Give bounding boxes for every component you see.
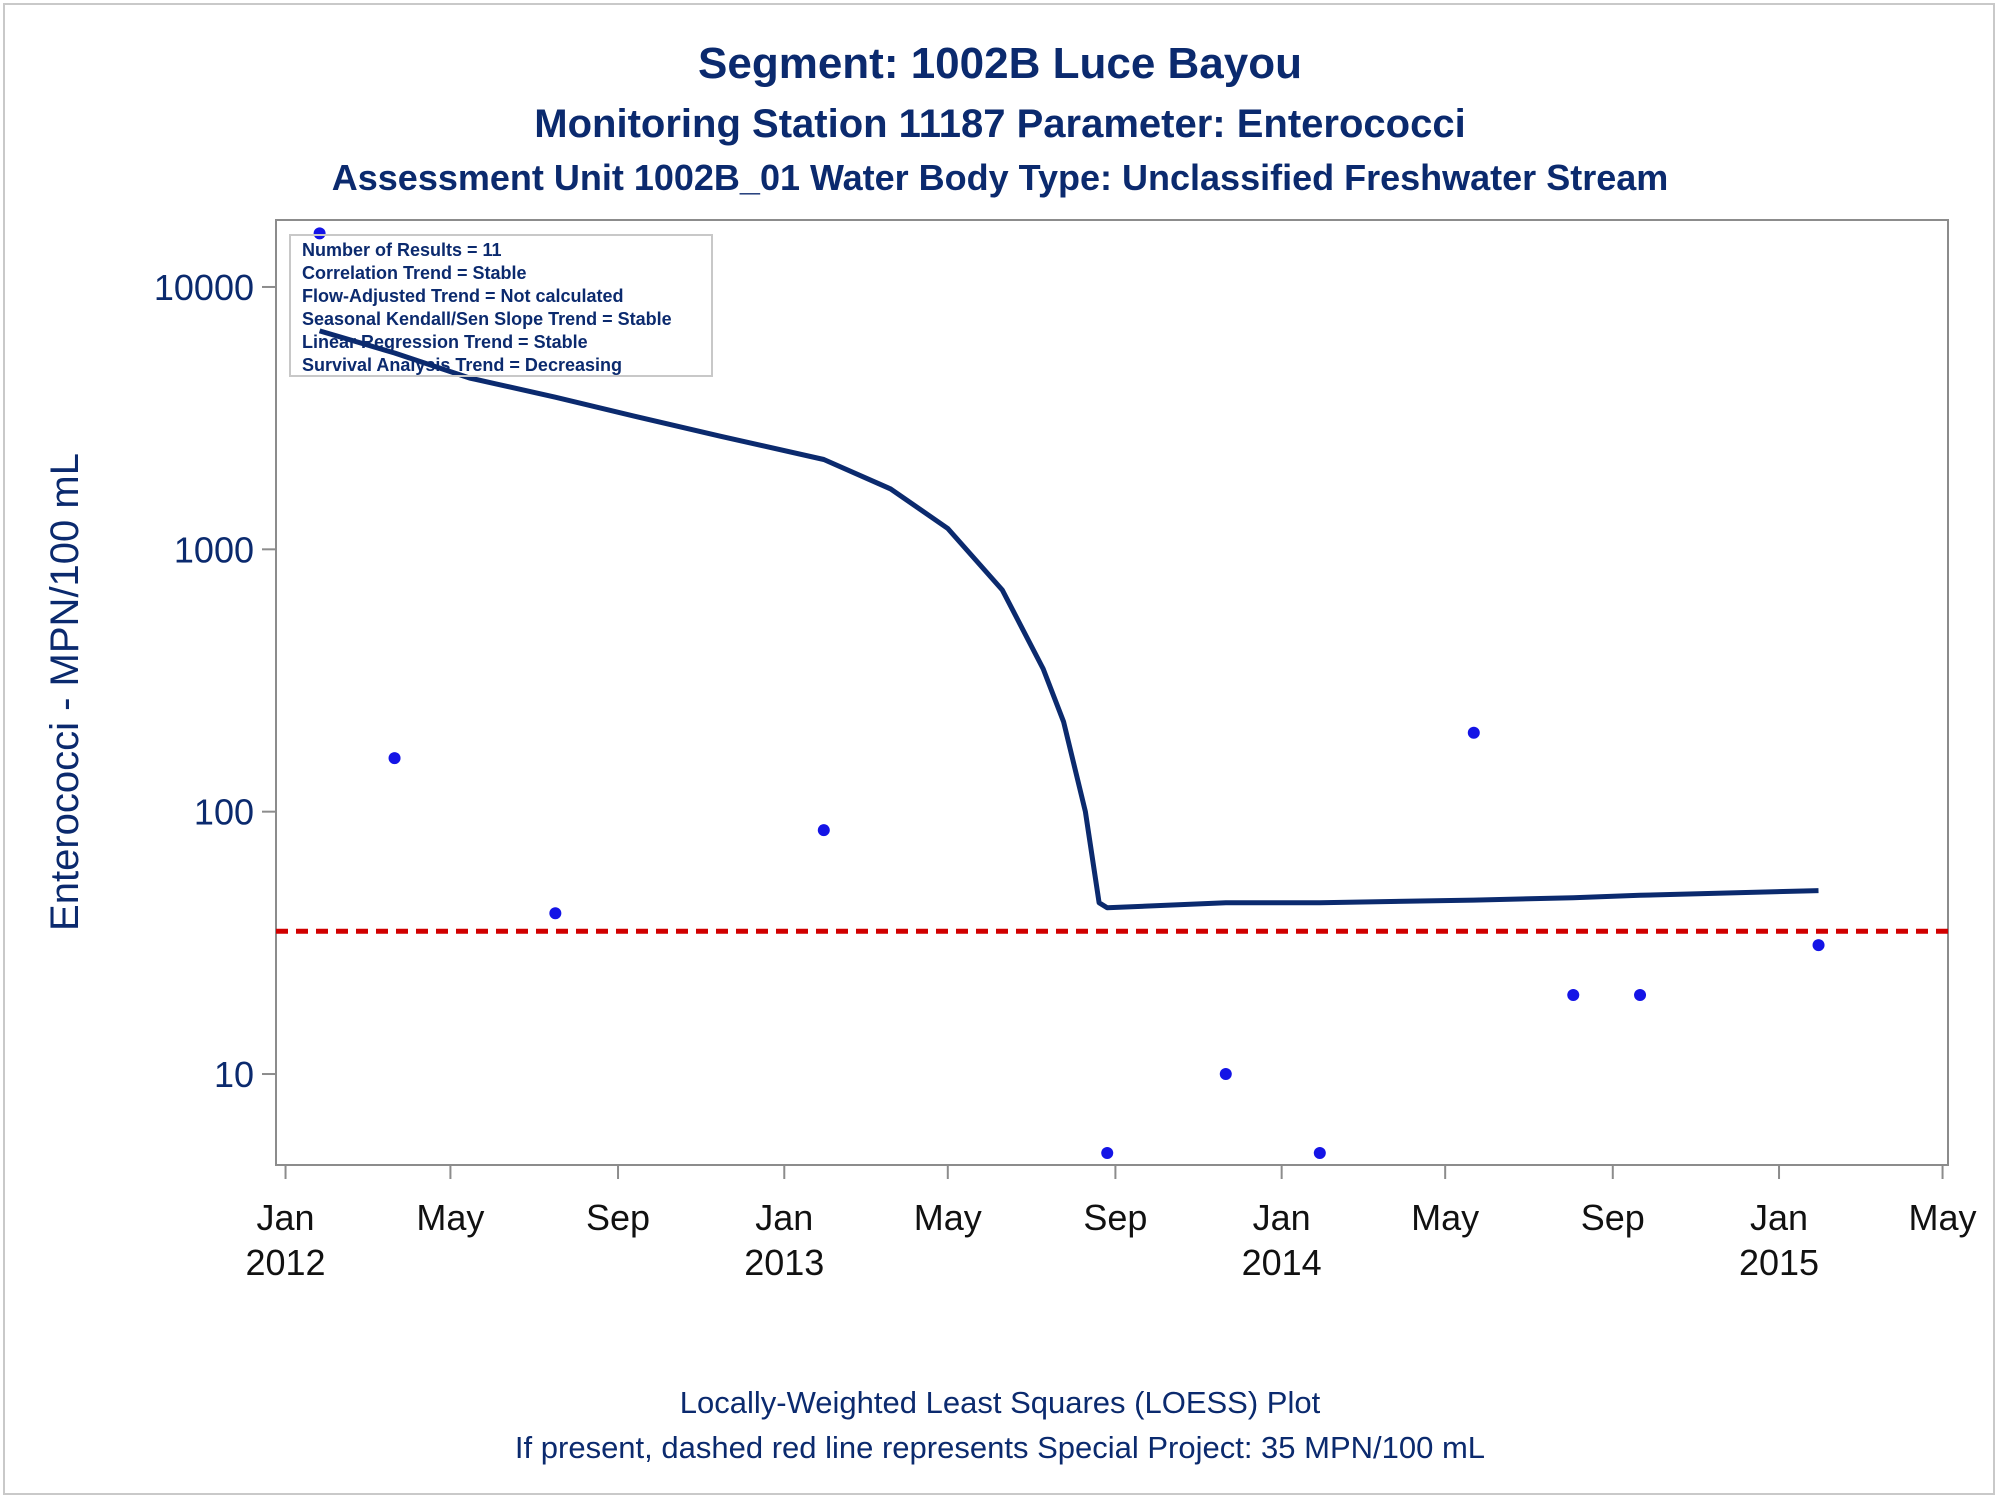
data-point xyxy=(1313,1146,1326,1159)
chart-subtitle-station: Monitoring Station 11187 Parameter: Ente… xyxy=(534,102,1465,146)
footer-loess: Locally-Weighted Least Squares (LOESS) P… xyxy=(680,1385,1321,1420)
x-tick-label: May xyxy=(914,1197,982,1238)
loess-layer xyxy=(318,328,1819,911)
stats-line-seasonal-kendall: Seasonal Kendall/Sen Slope Trend = Stabl… xyxy=(302,309,672,329)
chart-title: Segment: 1002B Luce Bayou xyxy=(698,39,1302,88)
x-tick-label: Jan xyxy=(755,1197,813,1238)
y-tick-label: 10 xyxy=(214,1054,254,1095)
data-point xyxy=(1467,726,1480,739)
stats-line-flow-adjusted: Flow-Adjusted Trend = Not calculated xyxy=(302,286,624,306)
data-point xyxy=(1101,1146,1114,1159)
x-tick-label: Jan xyxy=(1750,1197,1808,1238)
x-tick-label: Jan xyxy=(257,1197,315,1238)
y-axis-label: Enterococci - MPN/100 mL xyxy=(43,453,87,931)
x-tick-year-label: 2012 xyxy=(245,1242,325,1283)
x-tick-label: Sep xyxy=(586,1197,650,1238)
points-layer xyxy=(313,227,1825,1159)
x-tick-year-label: 2014 xyxy=(1242,1242,1322,1283)
stats-line-correlation: Correlation Trend = Stable xyxy=(302,263,527,283)
data-point xyxy=(549,907,562,920)
data-point xyxy=(1567,989,1580,1002)
chart-frame xyxy=(3,3,1995,1495)
x-tick-year-label: 2013 xyxy=(744,1242,824,1283)
y-tick-label: 100 xyxy=(194,792,254,833)
data-point xyxy=(817,824,830,837)
x-tick-year-label: 2015 xyxy=(1739,1242,1819,1283)
x-tick-label: May xyxy=(1411,1197,1479,1238)
y-tick-label: 1000 xyxy=(174,529,254,570)
stats-line-linear-regression: Linear Regression Trend = Stable xyxy=(302,332,588,352)
data-point xyxy=(1812,939,1825,952)
y-tick-label: 10000 xyxy=(154,267,254,308)
chart-subtitle-assessment: Assessment Unit 1002B_01 Water Body Type… xyxy=(332,157,1669,198)
x-tick-label: May xyxy=(1909,1197,1977,1238)
x-tick-label: May xyxy=(416,1197,484,1238)
data-point xyxy=(388,752,401,765)
y-axis: 10 100 1000 10000 xyxy=(154,267,276,1095)
plot-area xyxy=(275,219,1949,1166)
x-tick-label: Sep xyxy=(1083,1197,1147,1238)
footer-reference-note: If present, dashed red line represents S… xyxy=(515,1430,1485,1465)
x-tick-label: Jan xyxy=(1253,1197,1311,1238)
stats-line-results: Number of Results = 11 xyxy=(302,240,502,260)
stats-box: Number of Results = 11 Correlation Trend… xyxy=(289,234,713,377)
data-point xyxy=(1634,989,1647,1002)
stats-line-survival: Survival Analysis Trend = Decreasing xyxy=(302,355,622,375)
data-point xyxy=(1219,1068,1232,1081)
x-tick-label: Sep xyxy=(1581,1197,1645,1238)
stats-box-border xyxy=(289,234,713,377)
loess-curve xyxy=(318,328,1819,911)
data-point xyxy=(313,227,326,240)
